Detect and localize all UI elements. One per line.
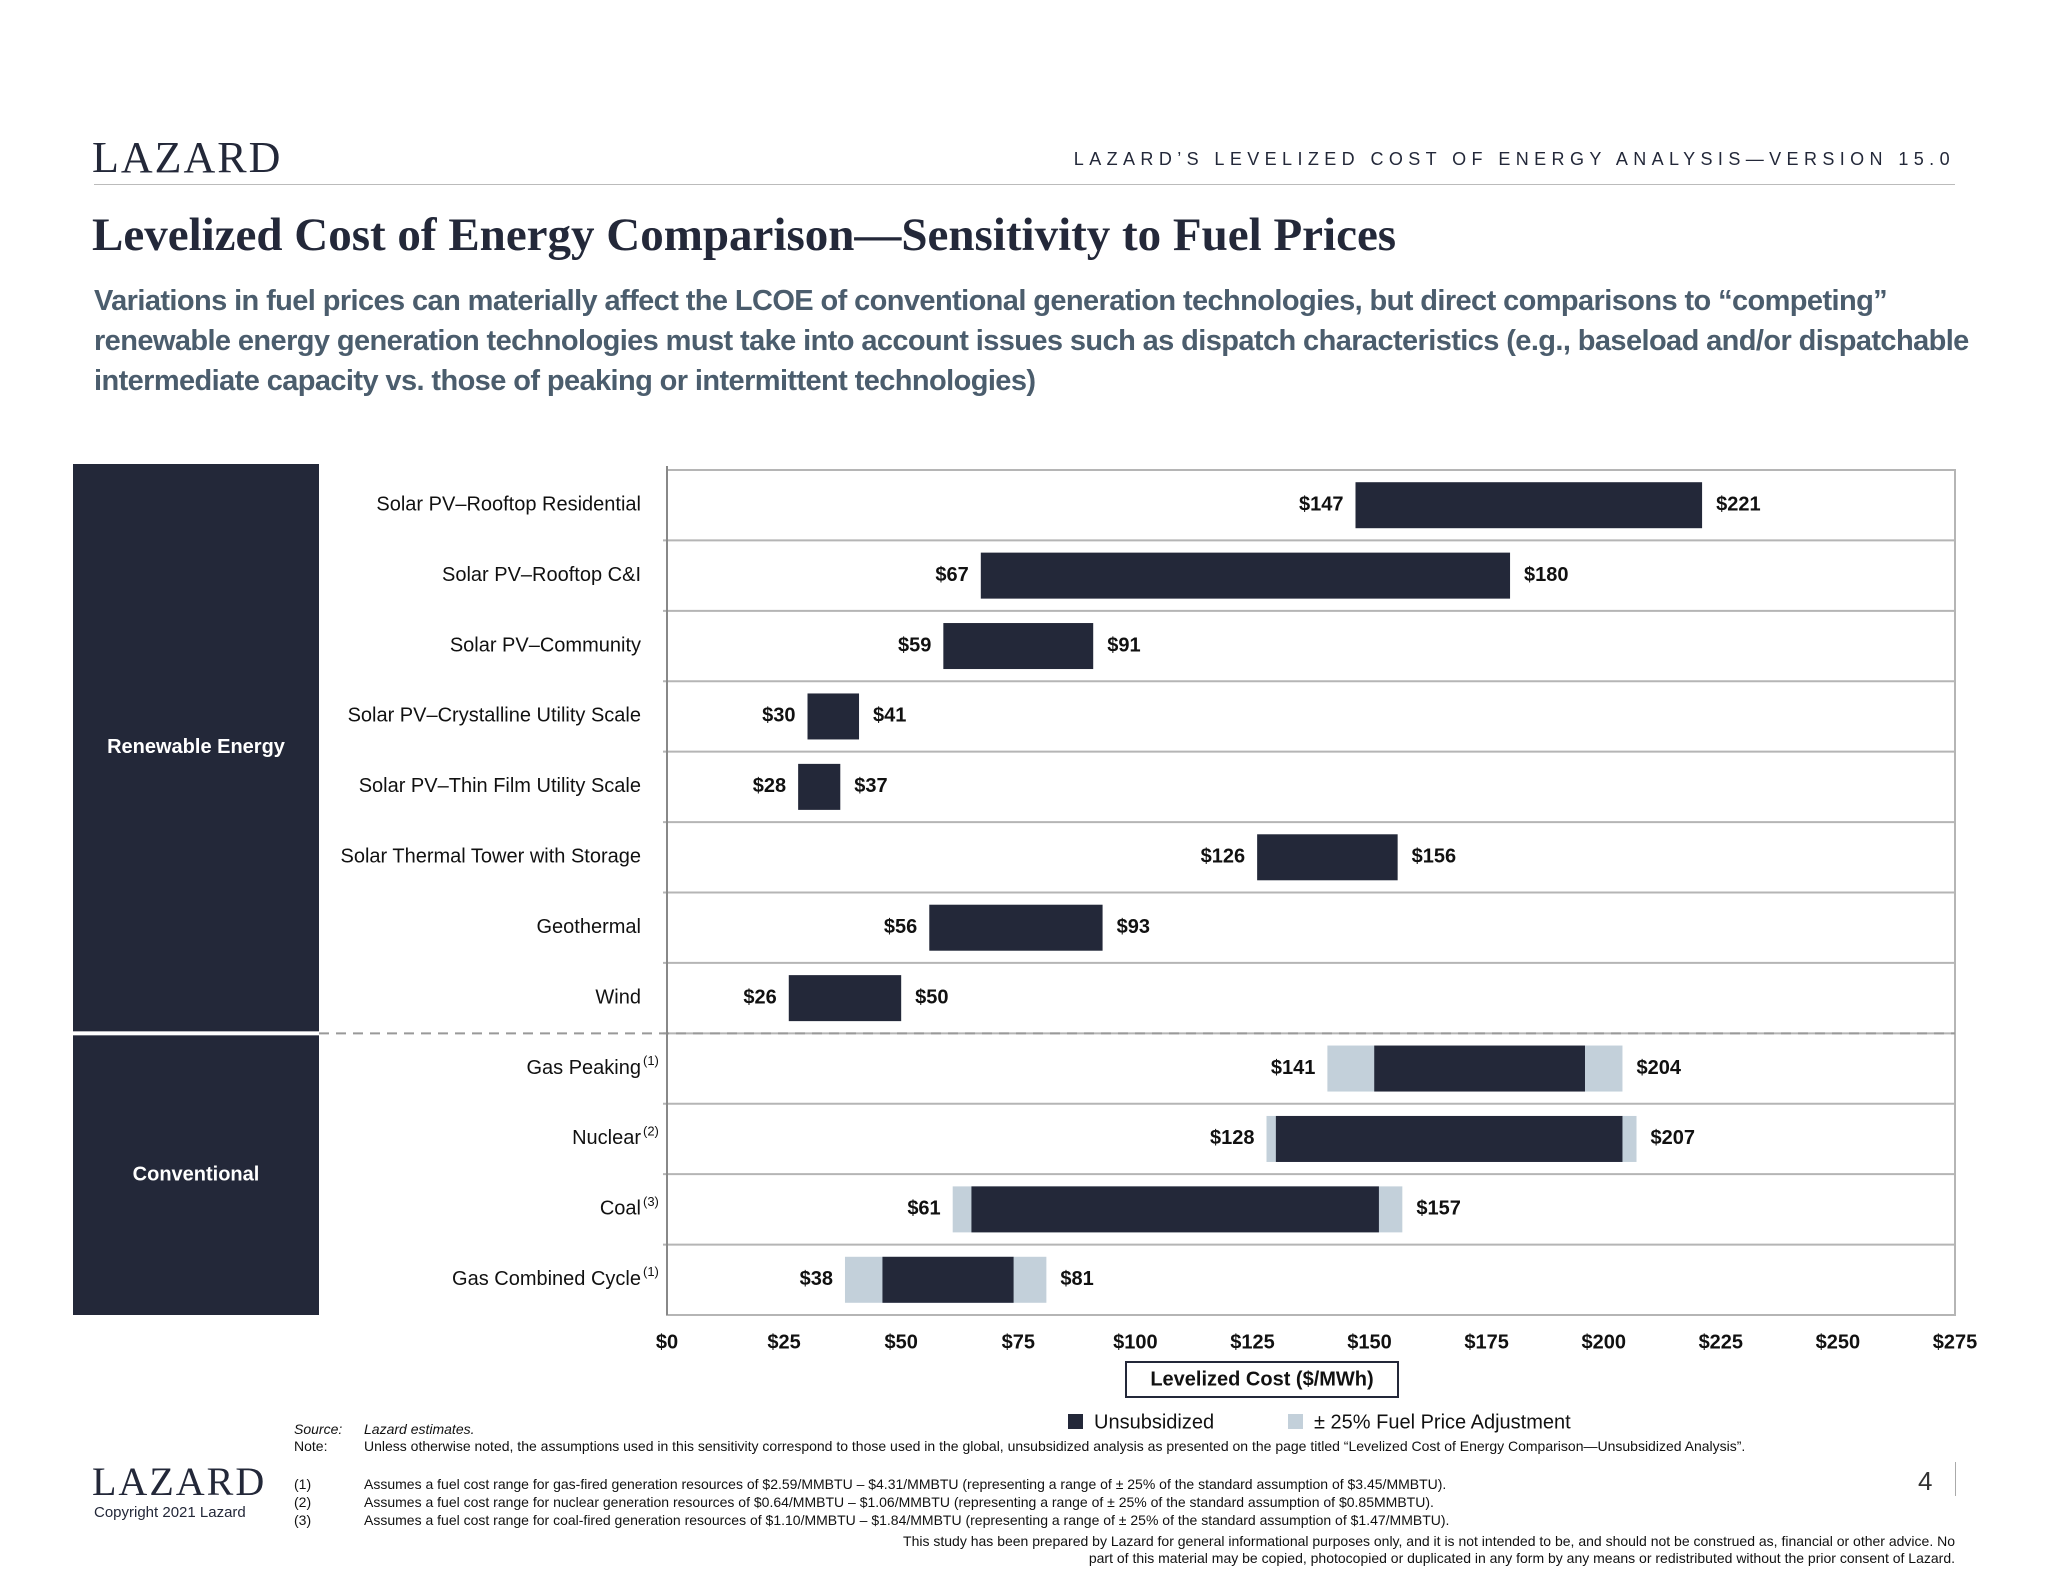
- category-label: Solar PV–Community: [450, 634, 641, 656]
- value-label: $26: [743, 986, 776, 1008]
- category-label: Nuclear: [572, 1127, 641, 1149]
- group-label: Renewable Energy: [107, 736, 286, 758]
- disclaimer: This study has been prepared by Lazard f…: [903, 1533, 1955, 1566]
- legend-label: ± 25% Fuel Price Adjustment: [1314, 1411, 1571, 1433]
- x-tick-label: $150: [1347, 1331, 1392, 1353]
- range-bar: [929, 904, 1103, 951]
- x-tick-label: $200: [1581, 1331, 1626, 1353]
- page-number: 4: [1918, 1466, 1933, 1496]
- category-label: Gas Peaking: [526, 1057, 641, 1079]
- header-rule: [94, 184, 1955, 185]
- category-label: Solar PV–Thin Film Utility Scale: [359, 775, 641, 797]
- legend-swatch: [1288, 1414, 1303, 1429]
- range-bar: [788, 975, 902, 1022]
- x-tick-label: $275: [1933, 1331, 1978, 1353]
- group-box: [73, 464, 319, 1032]
- category-label: Solar PV–Crystalline Utility Scale: [348, 705, 641, 727]
- group-label: Conventional: [133, 1163, 260, 1185]
- value-label: $61: [907, 1198, 940, 1220]
- value-label: $180: [1524, 564, 1569, 586]
- range-bar: [1374, 1045, 1585, 1092]
- range-bar: [943, 623, 1094, 670]
- footnote-marker: (1): [643, 1264, 659, 1279]
- value-label: $41: [873, 705, 906, 727]
- footnote-marker: (3): [294, 1512, 312, 1528]
- title: Levelized Cost of Energy Comparison—Sens…: [92, 209, 1397, 261]
- range-bar: [971, 1186, 1379, 1233]
- x-tick-label: $0: [656, 1331, 678, 1353]
- x-tick-label: $225: [1699, 1331, 1744, 1353]
- range-bar: [882, 1256, 1014, 1303]
- value-label: $207: [1651, 1127, 1696, 1149]
- value-label: $156: [1412, 846, 1457, 868]
- category-label: Geothermal: [537, 916, 642, 938]
- x-tick-label: $50: [884, 1331, 917, 1353]
- category-label: Coal: [600, 1198, 641, 1220]
- source-label: Source:: [294, 1421, 343, 1437]
- value-label: $59: [898, 634, 931, 656]
- range-bar: [1275, 1115, 1623, 1162]
- value-label: $126: [1201, 846, 1246, 868]
- x-tick-label: $250: [1816, 1331, 1861, 1353]
- value-label: $91: [1107, 634, 1140, 656]
- source: Lazard estimates.: [364, 1421, 475, 1437]
- footnote-marker: (2): [294, 1494, 312, 1510]
- range-bar: [798, 763, 841, 810]
- footnote: Assumes a fuel cost range for gas-fired …: [364, 1476, 1447, 1492]
- copyright: Copyright 2021 Lazard: [94, 1504, 246, 1521]
- x-tick-label: $75: [1002, 1331, 1035, 1353]
- x-label-box: [1125, 1361, 1399, 1398]
- value-label: $221: [1716, 493, 1761, 515]
- value-label: $38: [800, 1268, 833, 1290]
- value-label: $50: [915, 986, 948, 1008]
- page-rule: [1955, 1462, 1956, 1496]
- category-label: Gas Combined Cycle: [452, 1268, 641, 1290]
- footnote-marker: (1): [294, 1476, 312, 1492]
- category-label: Solar Thermal Tower with Storage: [340, 846, 641, 868]
- value-label: $157: [1416, 1198, 1461, 1220]
- value-label: $93: [1117, 916, 1150, 938]
- footnote-marker: (1): [643, 1053, 659, 1068]
- category-label: Solar PV–Rooftop C&I: [442, 564, 641, 586]
- footnote: Assumes a fuel cost range for nuclear ge…: [364, 1494, 1434, 1510]
- x-tick-label: $125: [1230, 1331, 1275, 1353]
- range-bar: [807, 693, 860, 740]
- range-bar: [980, 552, 1511, 599]
- x-tick-label: $100: [1113, 1331, 1158, 1353]
- value-label: $37: [854, 775, 887, 797]
- legend-label: Unsubsidized: [1094, 1411, 1214, 1433]
- group-box: [73, 1035, 319, 1315]
- value-label: $147: [1299, 493, 1344, 515]
- value-label: $56: [884, 916, 917, 938]
- value-label: $67: [935, 564, 968, 586]
- x-label: Levelized Cost ($/MWh): [1150, 1368, 1373, 1390]
- value-label: $204: [1636, 1057, 1681, 1079]
- range-bar: [1257, 834, 1398, 881]
- category-label: Wind: [595, 986, 641, 1008]
- legend-swatch: [1068, 1414, 1083, 1429]
- x-tick-label: $175: [1464, 1331, 1509, 1353]
- subtitle: Variations in fuel prices can materially…: [94, 285, 1969, 397]
- footnote: Assumes a fuel cost range for coal-fired…: [364, 1512, 1450, 1528]
- value-label: $28: [753, 775, 786, 797]
- range-bar: [1355, 482, 1703, 529]
- value-label: $128: [1210, 1127, 1255, 1149]
- footer-logo: LAZARD: [92, 1459, 267, 1504]
- x-tick-label: $25: [767, 1331, 800, 1353]
- logo: LAZARD: [92, 133, 283, 182]
- value-label: $30: [762, 705, 795, 727]
- footnote-marker: (2): [643, 1123, 659, 1138]
- footnote-marker: (3): [643, 1194, 659, 1209]
- note: Unless otherwise noted, the assumptions …: [364, 1438, 1746, 1454]
- report-name: LAZARD’S LEVELIZED COST OF ENERGY ANALYS…: [1073, 149, 1955, 169]
- value-label: $81: [1060, 1268, 1093, 1290]
- value-label: $141: [1271, 1057, 1316, 1079]
- note-label: Note:: [294, 1438, 328, 1454]
- category-label: Solar PV–Rooftop Residential: [376, 493, 641, 515]
